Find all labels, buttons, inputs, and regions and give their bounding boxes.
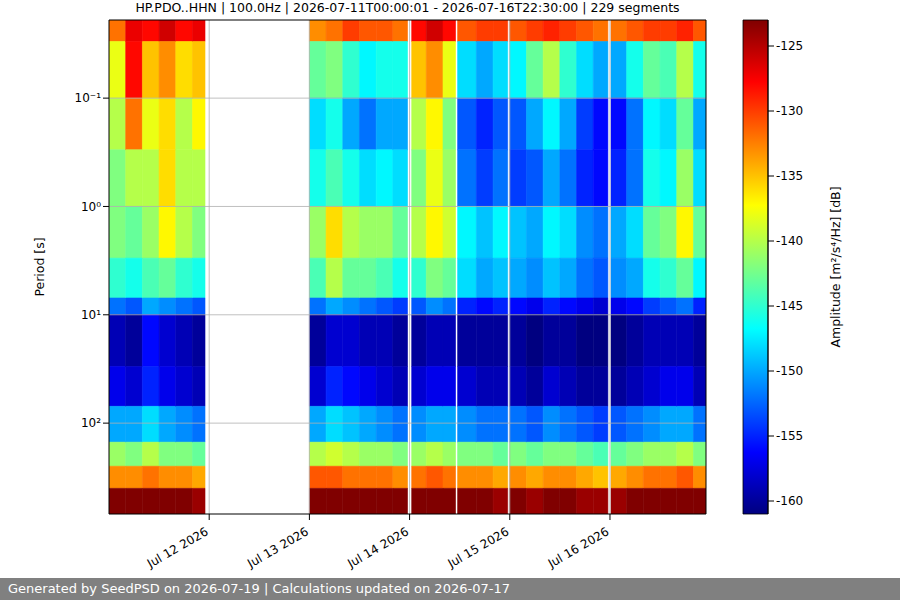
svg-text:-150: -150: [776, 364, 803, 378]
svg-text:Jul 14 2026: Jul 14 2026: [344, 524, 411, 571]
svg-text:-135: -135: [776, 169, 803, 183]
svg-text:Jul 15 2026: Jul 15 2026: [445, 524, 512, 571]
svg-text:-130: -130: [776, 104, 803, 118]
svg-text:Jul 13 2026: Jul 13 2026: [244, 524, 311, 571]
svg-text:10⁻¹: 10⁻¹: [75, 91, 102, 105]
svg-text:-145: -145: [776, 299, 803, 313]
svg-text:-155: -155: [776, 429, 803, 443]
svg-text:10⁰: 10⁰: [81, 200, 101, 214]
svg-text:Period [s]: Period [s]: [32, 237, 47, 296]
svg-text:-140: -140: [776, 234, 803, 248]
svg-text:Jul 16 2026: Jul 16 2026: [545, 524, 612, 571]
svg-text:10²: 10²: [81, 416, 101, 430]
svg-text:-125: -125: [776, 39, 803, 53]
svg-text:Amplitude [m²/s⁴/Hz] [dB]: Amplitude [m²/s⁴/Hz] [dB]: [828, 186, 843, 347]
svg-text:-160: -160: [776, 494, 803, 508]
svg-text:10¹: 10¹: [81, 308, 101, 322]
html-text:Generated by SeedPSD on 2026-0: Generated by SeedPSD on 2026-07-19 | Cal…: [8, 581, 510, 596]
svg-text:Jul 12 2026: Jul 12 2026: [144, 524, 211, 571]
html-text:HP.PDO..HHN | 100.0Hz | 2026-0: HP.PDO..HHN | 100.0Hz | 2026-07-11T00:00…: [135, 0, 680, 15]
